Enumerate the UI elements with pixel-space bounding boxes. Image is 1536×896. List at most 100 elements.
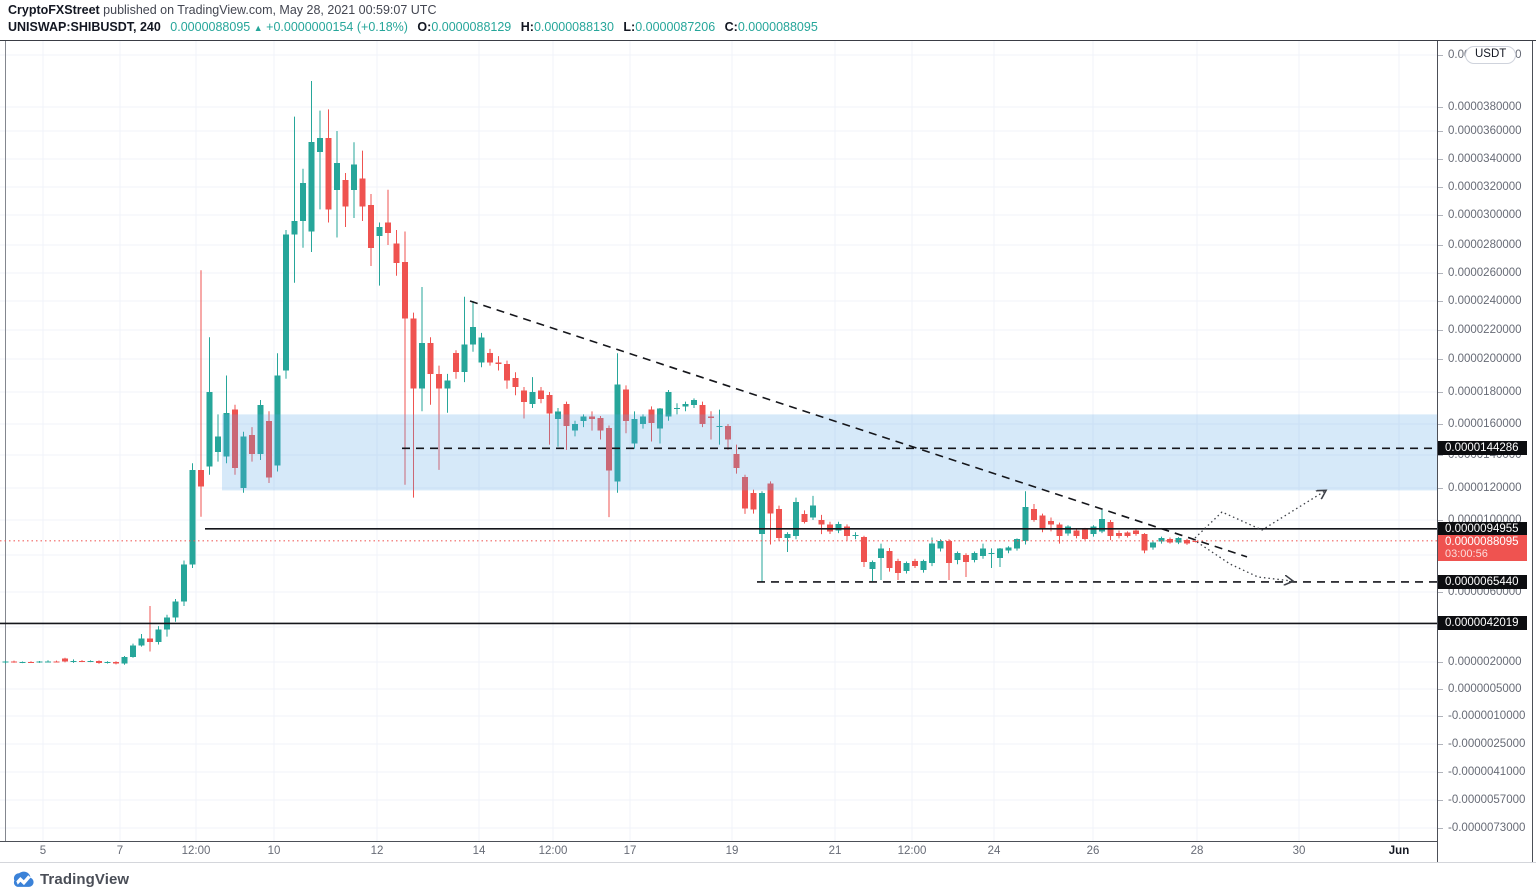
candle-body xyxy=(1022,507,1029,541)
time-tick-label: 21 xyxy=(828,845,842,857)
candle-body xyxy=(104,661,111,663)
price-tick-label: -0.0000041000 xyxy=(1448,766,1526,778)
price-tick-mark xyxy=(1438,273,1443,274)
candle-body xyxy=(351,164,357,190)
tradingview-logo[interactable]: TradingView xyxy=(12,868,129,891)
candle-body xyxy=(11,661,17,663)
candle-body xyxy=(334,163,340,190)
candle-body xyxy=(708,416,714,419)
time-tick-label: 14 xyxy=(472,845,486,857)
candle-body xyxy=(1158,537,1165,542)
candle-body xyxy=(852,535,859,537)
candle-body xyxy=(512,377,519,388)
time-tick-label: 30 xyxy=(1292,845,1306,857)
time-tick-label: Jun xyxy=(1388,845,1410,857)
candle-body xyxy=(300,182,306,221)
time-tick-label: 7 xyxy=(116,845,124,857)
candle-body xyxy=(946,540,952,563)
candle-body xyxy=(453,353,459,373)
candle-body xyxy=(1090,526,1097,535)
candle-body xyxy=(62,658,68,662)
price-tick-mark xyxy=(1438,488,1443,489)
candle-body xyxy=(648,409,655,424)
candle-body xyxy=(470,327,476,345)
open-label: O: xyxy=(417,20,432,34)
price-tick-label: 0.0000020000 xyxy=(1448,656,1522,668)
close-value: 0.0000088095 xyxy=(737,20,818,34)
candle-body xyxy=(997,548,1003,558)
candle-body xyxy=(725,426,731,440)
candle-body xyxy=(861,536,867,563)
price-axis[interactable]: 0.00004000000.00003800000.00003600000.00… xyxy=(1437,41,1533,862)
time-tick-label: 26 xyxy=(1086,845,1100,857)
candle-body xyxy=(1184,539,1190,544)
current-price-badge: 0.0000088095 03:00:56 xyxy=(1438,534,1527,561)
candle-body xyxy=(189,469,196,565)
candle-body xyxy=(79,660,85,662)
price-tick-mark xyxy=(1438,662,1443,663)
time-tick-label: 28 xyxy=(1190,845,1204,857)
candle-body xyxy=(521,390,527,402)
candle-body xyxy=(886,551,893,568)
candle-body xyxy=(631,419,638,444)
price-tick-mark xyxy=(1438,392,1443,393)
currency-button[interactable]: USDT xyxy=(1465,46,1517,64)
candle-body xyxy=(623,389,629,422)
price-tick-label: -0.0000073000 xyxy=(1448,822,1526,834)
time-tick-label: 12:00 xyxy=(181,845,211,857)
candle-body xyxy=(971,553,978,560)
time-tick-label: 12:00 xyxy=(897,845,927,857)
candle-body xyxy=(597,418,604,431)
candle-body xyxy=(810,505,816,518)
candle-body xyxy=(869,562,876,570)
candle-body xyxy=(920,560,927,570)
candle-body xyxy=(572,424,578,431)
candle-body xyxy=(1082,529,1088,539)
price-tick-label: 0.0000300000 xyxy=(1448,209,1522,221)
candle-body xyxy=(963,555,969,563)
candle-body xyxy=(308,142,315,232)
trendline xyxy=(469,300,1248,558)
price-tick-mark xyxy=(1438,592,1443,593)
candle-body xyxy=(903,562,910,571)
candle-body xyxy=(733,453,740,469)
last-price: 0.0000088095 xyxy=(170,20,251,34)
candle-body xyxy=(2,661,9,663)
time-tick-label: 19 xyxy=(725,845,739,857)
level-price-badge: 0.0000094955 xyxy=(1438,521,1527,536)
candle-body xyxy=(1099,519,1105,532)
candle-body xyxy=(487,353,493,363)
candle-body xyxy=(767,483,774,514)
publisher-name: CryptoFXStreet xyxy=(8,3,100,17)
price-tick-mark xyxy=(1438,772,1443,773)
candle-body xyxy=(640,416,646,424)
price-tick-mark xyxy=(1438,716,1443,717)
candle-body xyxy=(614,384,621,482)
price-tick-mark xyxy=(1438,520,1443,521)
candle-body xyxy=(1192,540,1199,542)
price-tick-label: 0.0000200000 xyxy=(1448,353,1522,365)
low-value: 0.0000087206 xyxy=(635,20,716,34)
time-axis[interactable]: 5 7 12:00 10 12 14 12:00 17 19 21 12:00 24 26 28 30 Jun xyxy=(0,841,1437,863)
symbol-title[interactable]: UNISWAP:SHIBUSDT, 240 xyxy=(8,20,161,34)
publish-line: CryptoFXStreet published on TradingView.… xyxy=(8,3,436,17)
candle-body xyxy=(410,318,417,389)
open-value: 0.0000088129 xyxy=(431,20,512,34)
countdown-timer: 03:00:56 xyxy=(1445,547,1488,560)
time-tick-label: 24 xyxy=(987,845,1001,857)
time-tick-label: 12 xyxy=(370,845,384,857)
candle-body xyxy=(419,343,425,389)
chart-pane[interactable] xyxy=(0,0,1437,862)
price-tick-mark xyxy=(1438,131,1443,132)
candle-body xyxy=(988,553,995,555)
candle-body xyxy=(776,508,782,538)
candle-body xyxy=(665,392,672,417)
price-tick-label: 0.0000060000 xyxy=(1448,586,1522,598)
candle-body xyxy=(206,392,213,467)
price-tick-mark xyxy=(1438,800,1443,801)
candle-body xyxy=(53,661,60,663)
candle-body xyxy=(19,661,26,663)
candle-body xyxy=(223,412,230,457)
price-tick-mark xyxy=(1438,359,1443,360)
candle-body xyxy=(759,492,765,535)
